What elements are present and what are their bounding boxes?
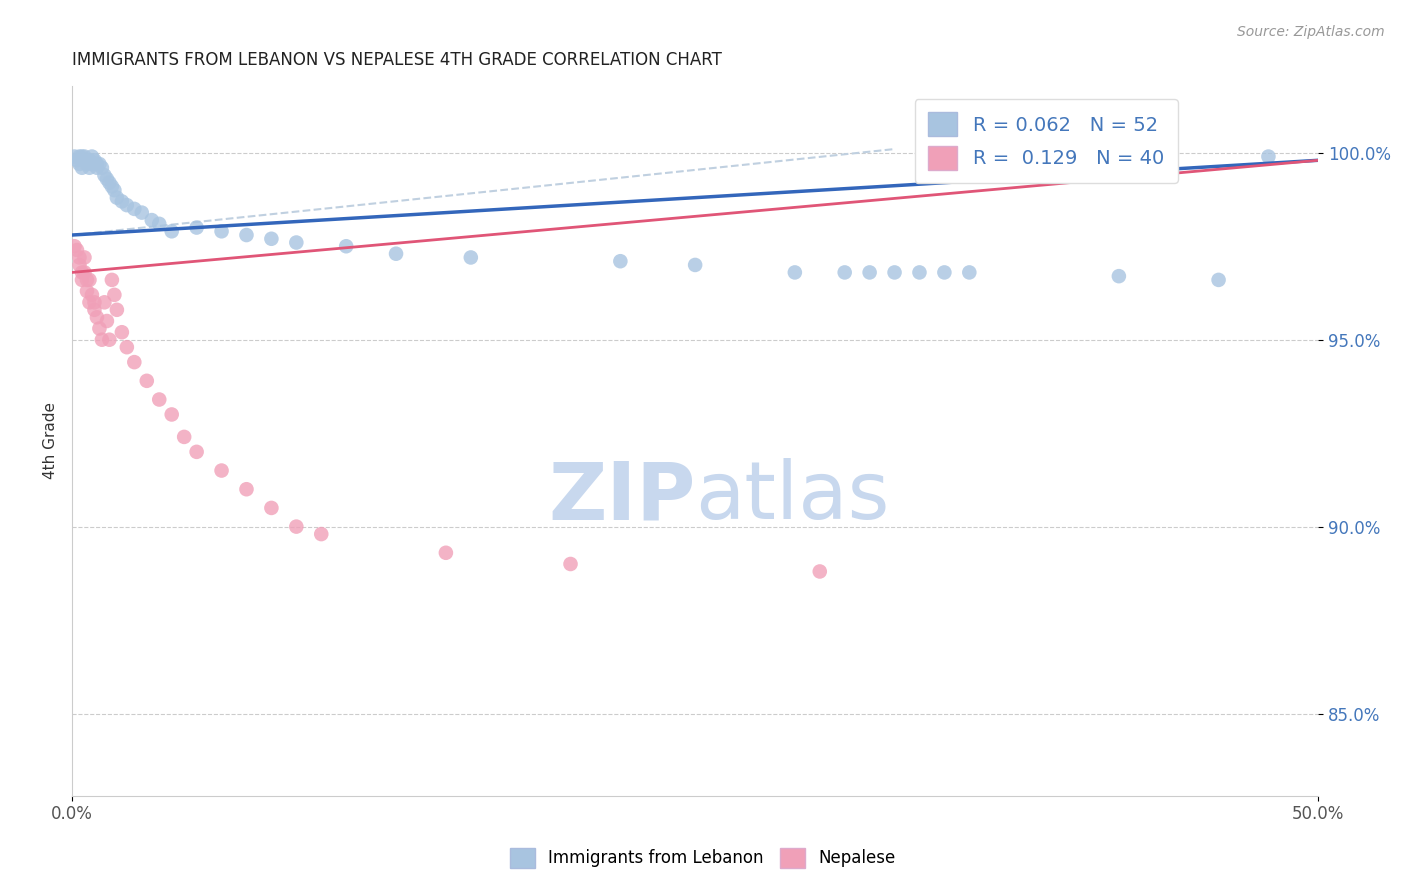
Point <box>260 232 283 246</box>
Point <box>235 482 257 496</box>
Point <box>83 302 105 317</box>
Point <box>63 239 86 253</box>
Point <box>101 179 124 194</box>
Point <box>560 557 582 571</box>
Point <box>186 445 208 459</box>
Legend: R = 0.062   N = 52, R =  0.129   N = 40: R = 0.062 N = 52, R = 0.129 N = 40 <box>914 99 1178 183</box>
Point <box>89 157 111 171</box>
Point <box>148 217 170 231</box>
Point <box>90 161 112 175</box>
Point <box>73 265 96 279</box>
Point <box>69 157 91 171</box>
Point <box>98 176 121 190</box>
Point <box>103 183 125 197</box>
Point <box>86 161 108 175</box>
Point <box>335 239 357 253</box>
Point <box>70 265 93 279</box>
Text: Source: ZipAtlas.com: Source: ZipAtlas.com <box>1237 25 1385 39</box>
Point <box>83 153 105 168</box>
Point <box>93 168 115 182</box>
Point <box>76 153 98 168</box>
Point <box>173 430 195 444</box>
Point <box>83 295 105 310</box>
Point <box>1257 149 1279 163</box>
Point <box>96 314 118 328</box>
Point <box>69 149 91 163</box>
Point <box>79 153 101 168</box>
Point <box>96 172 118 186</box>
Point <box>66 243 89 257</box>
Point <box>160 408 183 422</box>
Point <box>69 258 91 272</box>
Point <box>908 265 931 279</box>
Point <box>124 355 146 369</box>
Point <box>115 198 138 212</box>
Point <box>101 273 124 287</box>
Text: ZIP: ZIP <box>548 458 695 536</box>
Point <box>609 254 631 268</box>
Point <box>80 157 103 171</box>
Point <box>69 251 91 265</box>
Point <box>115 340 138 354</box>
Point <box>160 224 183 238</box>
Point <box>834 265 856 279</box>
Point <box>235 227 257 242</box>
Point <box>260 500 283 515</box>
Point <box>1208 273 1230 287</box>
Point <box>111 194 134 209</box>
Point <box>79 273 101 287</box>
Point <box>309 527 332 541</box>
Point <box>285 235 308 250</box>
Point <box>63 149 86 163</box>
Y-axis label: 4th Grade: 4th Grade <box>44 402 58 479</box>
Point <box>135 374 157 388</box>
Point <box>73 149 96 163</box>
Point <box>859 265 882 279</box>
Point <box>808 565 831 579</box>
Point <box>66 153 89 168</box>
Point <box>93 295 115 310</box>
Point <box>70 273 93 287</box>
Point <box>76 284 98 298</box>
Point <box>89 321 111 335</box>
Point <box>141 213 163 227</box>
Point <box>90 333 112 347</box>
Point <box>98 333 121 347</box>
Point <box>385 246 408 260</box>
Point <box>683 258 706 272</box>
Point <box>211 464 233 478</box>
Point <box>124 202 146 216</box>
Point <box>76 273 98 287</box>
Point <box>105 191 128 205</box>
Point <box>957 265 980 279</box>
Point <box>70 161 93 175</box>
Point <box>105 302 128 317</box>
Point <box>111 325 134 339</box>
Point <box>285 519 308 533</box>
Point <box>70 149 93 163</box>
Point <box>211 224 233 238</box>
Point <box>80 288 103 302</box>
Point <box>434 546 457 560</box>
Point <box>460 251 482 265</box>
Point <box>934 265 956 279</box>
Text: IMMIGRANTS FROM LEBANON VS NEPALESE 4TH GRADE CORRELATION CHART: IMMIGRANTS FROM LEBANON VS NEPALESE 4TH … <box>72 51 721 69</box>
Point <box>79 161 101 175</box>
Point <box>1108 269 1130 284</box>
Point <box>73 153 96 168</box>
Point <box>103 288 125 302</box>
Point <box>80 149 103 163</box>
Point <box>76 157 98 171</box>
Point <box>148 392 170 407</box>
Text: atlas: atlas <box>695 458 890 536</box>
Point <box>783 265 806 279</box>
Point <box>883 265 905 279</box>
Point <box>86 157 108 171</box>
Point <box>79 295 101 310</box>
Legend: Immigrants from Lebanon, Nepalese: Immigrants from Lebanon, Nepalese <box>503 841 903 875</box>
Point <box>131 205 153 219</box>
Point <box>73 251 96 265</box>
Point <box>86 310 108 325</box>
Point <box>186 220 208 235</box>
